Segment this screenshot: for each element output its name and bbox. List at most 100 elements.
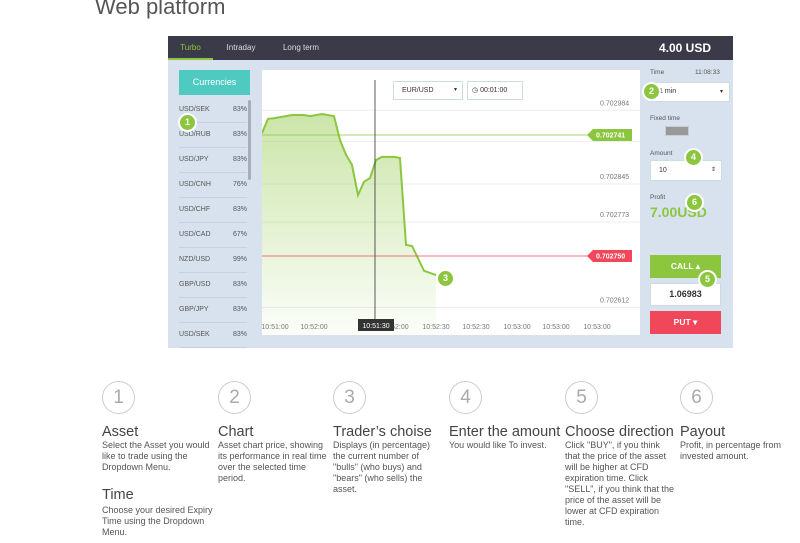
step-title: Enter the amount [449, 424, 561, 440]
y-tick-label: 0.702845 [600, 174, 629, 181]
asset-select-value: EUR/USD [402, 87, 434, 94]
profit-label: Profit [650, 194, 666, 201]
asset-payout: 76% [232, 181, 247, 188]
marker: 5 [698, 270, 717, 289]
step-title: Payout [680, 424, 726, 440]
asset-payout: 83% [232, 306, 247, 313]
step-text: Select the Asset you would like to trade… [102, 440, 210, 472]
amount-value: 10 [659, 167, 667, 174]
y-tick-label: 0.702773 [600, 212, 629, 219]
tab[interactable]: Long term [282, 43, 320, 52]
asset-name: NZD/USD [179, 256, 211, 263]
asset-payout: 83% [232, 131, 247, 138]
balance: 4.00 USD [658, 41, 711, 55]
step-number: 3 [333, 381, 366, 414]
asset-row[interactable]: GBP/USD 83% [179, 272, 247, 298]
step-title: Choose direction [565, 424, 674, 440]
asset-row[interactable]: USD/SEK 83% [179, 97, 247, 123]
time-value: 1 min [659, 88, 677, 95]
chart: 0.7029840.7029250.7028450.7027730.702612… [262, 70, 640, 335]
step-title: Trader’s choise [333, 424, 432, 440]
asset-payout: 83% [232, 331, 247, 338]
price-tag: 0.702750 [596, 254, 625, 261]
asset-name: GBP/USD [179, 281, 211, 288]
scrollbar[interactable] [248, 100, 251, 180]
cursor-label-bg [358, 319, 394, 331]
asset-row[interactable]: USD/CHF 83% [179, 197, 247, 223]
top-bar: Turbo Intraday Long term 4.00 USD [168, 36, 733, 60]
step-number: 1 [102, 381, 135, 414]
timer: ◷ 00:01:00 [467, 81, 523, 100]
timer-value: 00:01:00 [480, 87, 508, 94]
step-title: Chart [218, 424, 254, 440]
step-text: You would like To invest. [449, 440, 547, 450]
marker: 1 [178, 113, 197, 132]
marker: 4 [684, 148, 703, 167]
asset-name: USD/SEK [179, 331, 210, 338]
asset-payout: 83% [232, 106, 247, 113]
call-text: CALL [670, 261, 694, 271]
asset-row[interactable]: USD/RUB 83% [179, 122, 247, 148]
price-tag-bg [587, 250, 632, 262]
asset-payout: 83% [232, 281, 247, 288]
put-button[interactable]: PUT ▾ [650, 311, 721, 334]
x-tick-label: 10:52:30 [422, 324, 449, 331]
asset-row[interactable]: USD/CAD 67% [179, 222, 247, 248]
asset-payout: 67% [232, 231, 247, 238]
x-tick-label: 10:52:30 [462, 324, 489, 331]
asset-row[interactable]: GBP/JPY 83% [179, 297, 247, 323]
asset-payout: 83% [232, 156, 247, 163]
x-tick-label: 10:53:00 [542, 324, 569, 331]
marker: 3 [436, 269, 455, 288]
asset-name: USD/CNH [179, 181, 211, 188]
asset-row[interactable]: USD/CNH 76% [179, 172, 247, 198]
asset-name: USD/CAD [179, 231, 211, 238]
asset-payout: 99% [232, 256, 247, 263]
asset-name: USD/CHF [179, 206, 211, 213]
step-text: Asset chart price, showing its performan… [218, 440, 327, 483]
toggle[interactable] [665, 126, 689, 136]
currencies-button[interactable]: Currencies [179, 70, 250, 95]
area [262, 113, 436, 335]
time-select[interactable]: 1 min ▾ [650, 82, 730, 102]
marker: 2 [642, 82, 661, 101]
step-text: Displays (in percentage) the current num… [333, 440, 431, 494]
price-tag-bg [587, 129, 632, 141]
clock: 11:08:33 [695, 69, 720, 76]
asset-row[interactable]: USD/SEK 83% [179, 322, 247, 348]
step-number: 5 [565, 381, 598, 414]
asset-payout: 83% [232, 206, 247, 213]
asset-name: USD/JPY [179, 156, 209, 163]
step-title: Time [102, 487, 134, 503]
x-tick-label: 10:53:00 [583, 324, 610, 331]
tab[interactable]: Turbo [168, 36, 213, 60]
step-text: Profit, in percentage from invested amou… [680, 440, 782, 461]
step-number: 2 [218, 381, 251, 414]
asset-row[interactable]: NZD/USD 99% [179, 247, 247, 273]
price-line [262, 112, 437, 277]
asset-name: USD/SEK [179, 106, 210, 113]
step-number: 4 [449, 381, 482, 414]
asset-name: USD/RUB [179, 131, 211, 138]
tab[interactable]: Intraday [226, 43, 256, 52]
price: 1.06983 [650, 283, 721, 306]
put-text: PUT [673, 317, 691, 327]
time-label: Time [650, 69, 665, 76]
fixed-time-label: Fixed time [650, 115, 680, 122]
price-tag: 0.702741 [596, 133, 625, 140]
y-tick-label: 0.702984 [600, 100, 629, 107]
asset-row[interactable]: USD/JPY 83% [179, 147, 247, 173]
x-tick-label: 10:53:00 [503, 324, 530, 331]
step-number: 6 [680, 381, 713, 414]
page-title: Web platform [95, 0, 226, 19]
amount-label: Amount [650, 150, 673, 157]
marker: 6 [685, 193, 704, 212]
step-text: Choose your desired Expiry Time using th… [102, 505, 213, 537]
cursor-label: 10:51:30 [362, 323, 389, 330]
asset-name: GBP/JPY [179, 306, 209, 313]
asset-select[interactable]: EUR/USD ▾ [393, 81, 463, 100]
step-text: Click "BUY", if you think that the price… [565, 440, 674, 527]
step-title: Asset [102, 424, 139, 440]
y-tick-label: 0.702612 [600, 297, 629, 304]
